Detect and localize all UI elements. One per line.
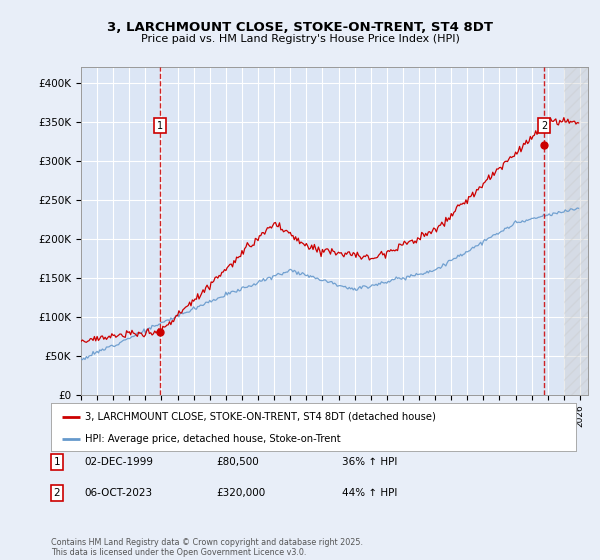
Text: £80,500: £80,500	[216, 457, 259, 467]
Text: 44% ↑ HPI: 44% ↑ HPI	[342, 488, 397, 498]
Text: 3, LARCHMOUNT CLOSE, STOKE-ON-TRENT, ST4 8DT: 3, LARCHMOUNT CLOSE, STOKE-ON-TRENT, ST4…	[107, 21, 493, 34]
Point	[539, 141, 549, 150]
Bar	[564, 67, 588, 395]
Text: Contains HM Land Registry data © Crown copyright and database right 2025.
This d: Contains HM Land Registry data © Crown c…	[51, 538, 363, 557]
Text: 06-OCT-2023: 06-OCT-2023	[84, 488, 152, 498]
Text: 1: 1	[157, 121, 163, 130]
Text: 1: 1	[53, 457, 61, 467]
Text: £320,000: £320,000	[216, 488, 265, 498]
Text: 02-DEC-1999: 02-DEC-1999	[84, 457, 153, 467]
Text: 2: 2	[53, 488, 61, 498]
Text: 3, LARCHMOUNT CLOSE, STOKE-ON-TRENT, ST4 8DT (detached house): 3, LARCHMOUNT CLOSE, STOKE-ON-TRENT, ST4…	[85, 412, 436, 422]
Text: Price paid vs. HM Land Registry's House Price Index (HPI): Price paid vs. HM Land Registry's House …	[140, 34, 460, 44]
Text: 36% ↑ HPI: 36% ↑ HPI	[342, 457, 397, 467]
Text: 2: 2	[541, 121, 547, 130]
Text: HPI: Average price, detached house, Stoke-on-Trent: HPI: Average price, detached house, Stok…	[85, 434, 341, 444]
Point	[155, 328, 165, 337]
